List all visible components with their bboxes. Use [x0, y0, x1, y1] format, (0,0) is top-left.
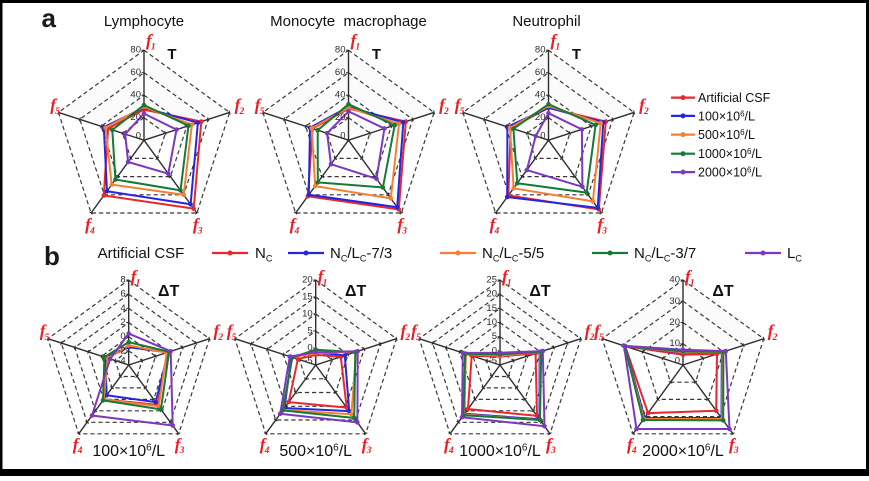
svg-text:a: a — [42, 3, 57, 33]
svg-text:f2: f2 — [214, 322, 224, 343]
svg-text:f1: f1 — [318, 267, 328, 288]
svg-text:6: 6 — [120, 289, 125, 300]
svg-text:-5: -5 — [304, 356, 312, 367]
svg-text:40: 40 — [669, 275, 680, 286]
svg-text:10: 10 — [486, 317, 497, 328]
svg-text:20: 20 — [486, 289, 497, 300]
svg-text:f3: f3 — [597, 215, 607, 236]
svg-text:f5: f5 — [411, 322, 421, 343]
svg-text:f4: f4 — [73, 435, 83, 456]
svg-text:f1: f1 — [551, 31, 561, 52]
svg-text:60: 60 — [130, 67, 141, 78]
svg-text:2000×106/L: 2000×106/L — [642, 443, 724, 460]
svg-text:ΔT: ΔT — [529, 283, 551, 300]
svg-text:15: 15 — [302, 292, 313, 303]
svg-text:f5: f5 — [50, 95, 60, 116]
svg-text:ΔT: ΔT — [345, 283, 367, 300]
svg-text:f3: f3 — [362, 435, 372, 456]
svg-text:f4: f4 — [490, 215, 500, 236]
svg-text:f2: f2 — [439, 95, 449, 116]
svg-text:f2: f2 — [585, 322, 595, 343]
svg-text:f5: f5 — [227, 322, 237, 343]
svg-text:2: 2 — [120, 317, 125, 328]
svg-text:20: 20 — [669, 317, 680, 328]
svg-text:5: 5 — [492, 331, 497, 342]
svg-text:T: T — [167, 46, 176, 63]
svg-text:0: 0 — [136, 131, 141, 142]
svg-text:f2: f2 — [401, 322, 411, 343]
svg-text:80: 80 — [130, 45, 141, 56]
svg-text:10: 10 — [669, 338, 680, 349]
svg-text:Monocyte macrophage: Monocyte macrophage — [270, 13, 427, 30]
svg-text:0: 0 — [340, 131, 345, 142]
svg-text:100×106/L: 100×106/L — [92, 443, 165, 460]
svg-text:0: 0 — [307, 343, 312, 354]
svg-text:-2: -2 — [117, 345, 125, 356]
svg-text:f5: f5 — [455, 95, 465, 116]
svg-text:80: 80 — [535, 45, 546, 56]
svg-text:f2: f2 — [639, 95, 649, 116]
svg-text:20: 20 — [130, 112, 141, 123]
svg-text:20: 20 — [535, 112, 546, 123]
svg-text:f2: f2 — [768, 322, 778, 343]
svg-text:f4: f4 — [444, 435, 454, 456]
svg-text:Artificial CSF: Artificial CSF — [698, 91, 771, 105]
svg-text:10: 10 — [302, 309, 313, 320]
svg-text:f1: f1 — [146, 31, 156, 52]
svg-text:20: 20 — [302, 275, 313, 286]
svg-text:4: 4 — [120, 303, 125, 314]
svg-text:ΔT: ΔT — [158, 283, 180, 300]
svg-text:1000×106/L: 1000×106/L — [698, 147, 762, 161]
svg-text:f3: f3 — [729, 435, 739, 456]
svg-text:NC/LC-7/3: NC/LC-7/3 — [330, 245, 392, 263]
svg-text:f4: f4 — [85, 215, 95, 236]
svg-text:80: 80 — [335, 45, 346, 56]
svg-text:100×106/L: 100×106/L — [698, 109, 755, 123]
svg-text:-4: -4 — [117, 356, 125, 367]
svg-text:Neutrophil: Neutrophil — [512, 13, 580, 30]
svg-text:15: 15 — [486, 303, 497, 314]
svg-text:Artificial CSF: Artificial CSF — [98, 245, 185, 262]
svg-text:f4: f4 — [627, 435, 637, 456]
svg-text:f4: f4 — [290, 215, 300, 236]
svg-text:f5: f5 — [255, 95, 265, 116]
svg-text:0: 0 — [675, 356, 680, 367]
svg-text:8: 8 — [120, 275, 125, 286]
svg-text:T: T — [372, 46, 381, 63]
svg-text:40: 40 — [335, 90, 346, 101]
svg-text:f3: f3 — [175, 435, 185, 456]
svg-text:5: 5 — [307, 326, 312, 337]
svg-text:f3: f3 — [193, 215, 203, 236]
svg-text:f2: f2 — [235, 95, 245, 116]
svg-text:500×106/L: 500×106/L — [279, 443, 352, 460]
svg-text:f1: f1 — [502, 267, 512, 288]
svg-text:1000×106/L: 1000×106/L — [459, 443, 541, 460]
svg-text:f5: f5 — [40, 322, 50, 343]
svg-text:20: 20 — [335, 112, 346, 123]
svg-text:40: 40 — [130, 90, 141, 101]
svg-text:f3: f3 — [546, 435, 556, 456]
svg-text:-5: -5 — [489, 356, 497, 367]
svg-text:ΔT: ΔT — [712, 283, 734, 300]
svg-text:0: 0 — [540, 131, 545, 142]
svg-text:Lymphocyte: Lymphocyte — [104, 13, 184, 30]
svg-text:f3: f3 — [397, 215, 407, 236]
svg-text:60: 60 — [335, 67, 346, 78]
svg-text:30: 30 — [669, 296, 680, 307]
svg-text:f1: f1 — [131, 267, 141, 288]
svg-text:500×106/L: 500×106/L — [698, 128, 755, 142]
svg-text:0: 0 — [120, 331, 125, 342]
svg-text:40: 40 — [535, 90, 546, 101]
svg-text:f1: f1 — [351, 31, 361, 52]
svg-text:25: 25 — [486, 275, 497, 286]
svg-text:b: b — [44, 241, 60, 271]
svg-text:f1: f1 — [685, 267, 695, 288]
svg-text:2000×106/L: 2000×106/L — [698, 166, 762, 180]
svg-text:T: T — [572, 46, 581, 63]
svg-text:f4: f4 — [260, 435, 270, 456]
svg-text:f5: f5 — [594, 322, 604, 343]
svg-text:0: 0 — [492, 345, 497, 356]
svg-text:60: 60 — [535, 67, 546, 78]
